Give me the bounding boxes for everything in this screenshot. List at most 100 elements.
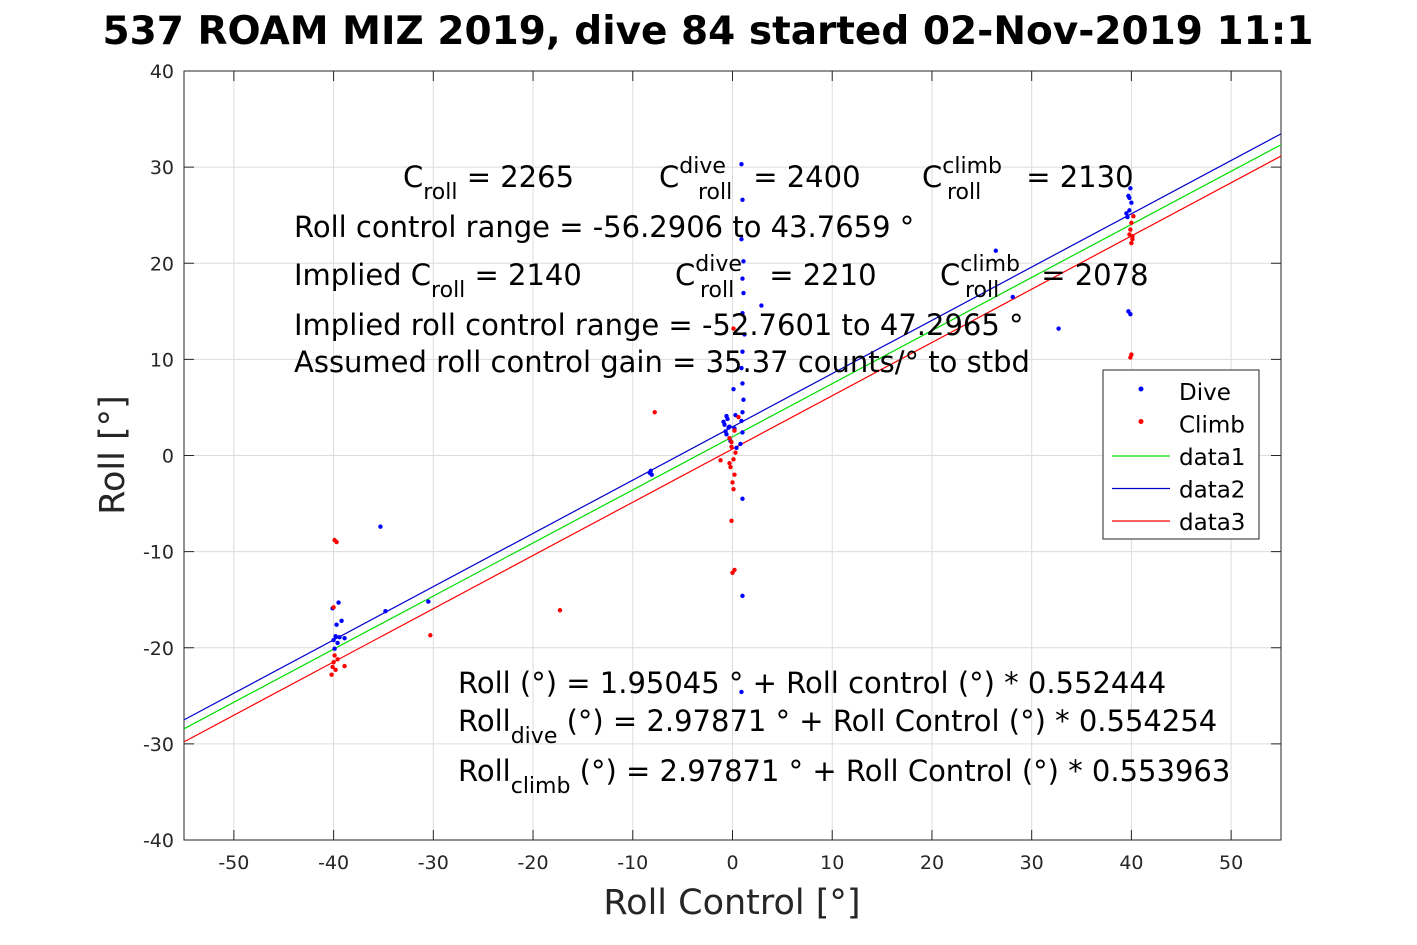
y-axis-ticks: -40 -30 -20 -10 0 10 20 30 40 — [143, 61, 1281, 852]
point-climb — [330, 664, 335, 670]
point-climb — [332, 653, 337, 658]
point-dive — [1127, 208, 1132, 213]
y-tick-label: 40 — [150, 61, 174, 83]
point-dive — [335, 640, 340, 646]
point-dive — [383, 609, 388, 614]
annotation-c-roll: Croll = 2265 — [403, 160, 574, 205]
x-tick-label: 40 — [1119, 852, 1143, 874]
point-climb — [718, 458, 723, 463]
legend-marker-climb — [1138, 419, 1144, 424]
point-dive — [739, 418, 744, 424]
annotation-implied-c-roll: Implied Croll = 2140 — [294, 258, 582, 303]
point-climb — [729, 439, 734, 445]
point-climb — [727, 460, 732, 466]
point-climb — [333, 667, 338, 673]
legend-label: data2 — [1179, 478, 1245, 504]
point-dive — [741, 397, 746, 402]
point-dive — [731, 386, 736, 392]
point-dive — [741, 290, 746, 296]
point-dive — [331, 637, 336, 643]
point-dive — [759, 303, 764, 308]
point-climb — [1130, 237, 1135, 242]
point-dive — [426, 599, 431, 604]
x-tick-label: -30 — [418, 852, 449, 874]
y-axis-label: Roll [°] — [93, 395, 133, 515]
point-climb — [736, 414, 741, 420]
point-dive — [727, 424, 732, 429]
x-axis-ticks: -50 -40 -30 -20 -10 0 10 20 30 40 50 — [218, 71, 1243, 874]
annotation-fit-climb: Rollclimb (°) = 2.97871 ° + Roll Control… — [458, 754, 1230, 799]
point-dive — [740, 349, 745, 354]
point-climb — [329, 672, 334, 677]
point-climb — [557, 608, 563, 613]
fit-lines — [183, 133, 1282, 743]
point-dive — [1125, 214, 1130, 220]
annotation-fit-dive: Rolldive (°) = 2.97871 ° + Roll Control … — [458, 704, 1217, 749]
series-line-data2 — [183, 133, 1282, 721]
point-climb — [731, 326, 736, 331]
legend-label: Climb — [1179, 413, 1245, 439]
point-climb — [1128, 227, 1133, 232]
x-tick-label: 30 — [1020, 852, 1044, 874]
point-dive — [339, 618, 344, 624]
y-tick-label: -30 — [143, 734, 174, 756]
x-tick-label: 20 — [920, 852, 944, 874]
point-dive — [725, 416, 730, 422]
legend-box — [1102, 369, 1260, 540]
point-dive — [741, 259, 746, 264]
point-climb — [729, 518, 734, 524]
x-tick-label: -10 — [617, 852, 648, 874]
point-dive — [342, 635, 347, 641]
y-tick-label: -40 — [143, 830, 174, 852]
series-line-data3 — [183, 155, 1282, 743]
legend-label: Dive — [1179, 380, 1231, 406]
legend-label: data1 — [1179, 445, 1245, 471]
point-dive — [742, 332, 747, 337]
point-dive — [724, 432, 729, 437]
annotation-implied-c-roll-climb: Cclimb roll = 2078 — [940, 252, 1149, 303]
x-tick-label: -20 — [518, 852, 549, 874]
point-dive — [740, 593, 745, 599]
point-dive — [740, 496, 745, 501]
data-points — [329, 162, 1136, 695]
point-dive — [1126, 309, 1131, 314]
legend-marker-dive — [1138, 386, 1144, 392]
y-tick-label: -10 — [143, 542, 174, 564]
chart-title: 537 ROAM MIZ 2019, dive 84 started 02-No… — [102, 9, 1313, 54]
point-dive — [334, 622, 339, 627]
point-dive — [647, 470, 652, 476]
point-climb — [1127, 232, 1132, 237]
point-dive — [740, 430, 745, 435]
point-dive — [739, 162, 744, 167]
annotation-implied-c-roll-dive: Cdive roll = 2210 — [675, 252, 877, 303]
point-dive — [740, 197, 745, 203]
point-dive — [734, 445, 739, 451]
point-climb — [728, 464, 733, 470]
point-dive — [739, 365, 744, 371]
point-climb — [428, 633, 433, 638]
point-climb — [652, 410, 657, 415]
annotation-fit: Roll (°) = 1.95045 ° + Roll control (°) … — [458, 666, 1166, 700]
x-tick-label: 10 — [820, 852, 844, 874]
point-dive — [740, 410, 745, 415]
point-dive — [740, 381, 745, 386]
annotation-implied-range: Implied roll control range = -52.7601 to… — [294, 308, 1024, 342]
point-climb — [730, 480, 735, 485]
point-climb — [331, 659, 336, 665]
legend: Dive Climb data1 data2 data3 — [1102, 369, 1260, 540]
y-tick-label: 10 — [150, 349, 174, 371]
y-tick-label: 0 — [162, 446, 174, 468]
point-dive — [1129, 200, 1134, 205]
point-climb — [1128, 355, 1133, 360]
point-climb — [1129, 240, 1134, 246]
y-tick-label: 30 — [150, 157, 174, 179]
point-climb — [733, 450, 738, 455]
point-climb — [727, 435, 732, 441]
point-dive — [332, 646, 337, 651]
point-dive — [740, 311, 745, 316]
point-climb — [335, 657, 340, 662]
annotation-c-roll-dive: Cdive roll = 2400 — [659, 154, 861, 205]
y-tick-label: 20 — [150, 253, 174, 275]
point-dive — [993, 248, 998, 253]
